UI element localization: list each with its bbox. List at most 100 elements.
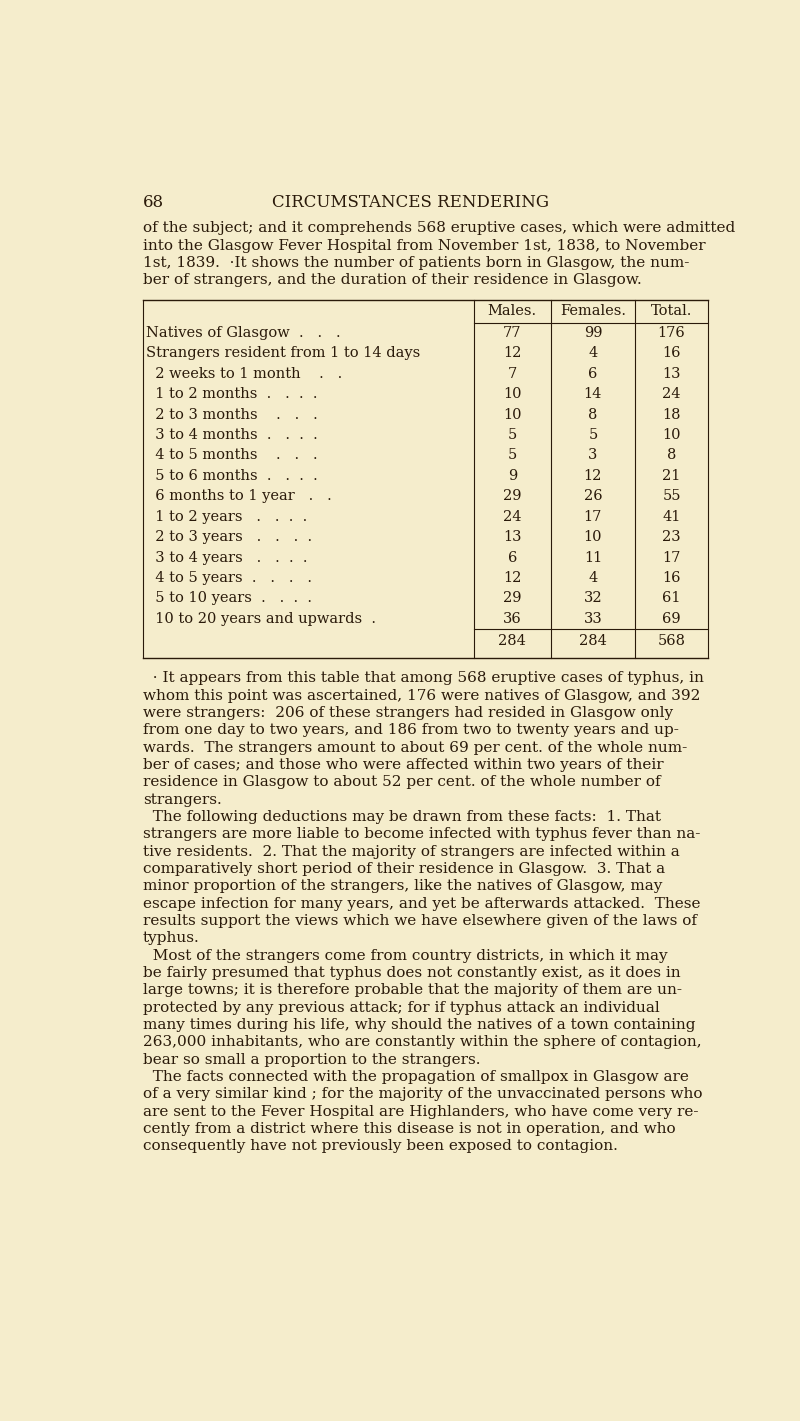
Text: 29: 29 <box>503 489 522 503</box>
Text: 6 months to 1 year   .   .: 6 months to 1 year . . <box>146 489 332 503</box>
Text: large towns; it is therefore probable that the majority of them are un-: large towns; it is therefore probable th… <box>142 983 682 998</box>
Text: Males.: Males. <box>488 304 537 318</box>
Text: 6: 6 <box>508 550 517 564</box>
Text: 176: 176 <box>658 325 686 340</box>
Text: consequently have not previously been exposed to contagion.: consequently have not previously been ex… <box>142 1140 618 1154</box>
Text: 12: 12 <box>584 469 602 483</box>
Text: Strangers resident from 1 to 14 days: Strangers resident from 1 to 14 days <box>146 347 421 361</box>
Text: The following deductions may be drawn from these facts:  1. That: The following deductions may be drawn fr… <box>142 810 661 824</box>
Text: whom this point was ascertained, 176 were natives of Glasgow, and 392: whom this point was ascertained, 176 wer… <box>142 689 700 703</box>
Text: 17: 17 <box>584 510 602 524</box>
Text: 10: 10 <box>503 388 522 401</box>
Text: minor proportion of the strangers, like the natives of Glasgow, may: minor proportion of the strangers, like … <box>142 880 662 894</box>
Text: results support the views which we have elsewhere given of the laws of: results support the views which we have … <box>142 914 697 928</box>
Text: 36: 36 <box>503 611 522 625</box>
Text: typhus.: typhus. <box>142 931 199 945</box>
Text: cently from a district where this disease is not in operation, and who: cently from a district where this diseas… <box>142 1121 675 1135</box>
Text: bear so small a proportion to the strangers.: bear so small a proportion to the strang… <box>142 1053 480 1067</box>
Text: 5 to 10 years  .   .  .  .: 5 to 10 years . . . . <box>146 591 313 605</box>
Text: comparatively short period of their residence in Glasgow.  3. That a: comparatively short period of their resi… <box>142 863 665 875</box>
Text: The facts connected with the propagation of smallpox in Glasgow are: The facts connected with the propagation… <box>142 1070 689 1084</box>
Text: 12: 12 <box>503 347 522 361</box>
Text: 32: 32 <box>583 591 602 605</box>
Text: of the subject; and it comprehends 568 eruptive cases, which were admitted: of the subject; and it comprehends 568 e… <box>142 222 735 236</box>
Text: 284: 284 <box>498 634 526 648</box>
Text: 6: 6 <box>588 367 598 381</box>
Text: were strangers:  206 of these strangers had resided in Glasgow only: were strangers: 206 of these strangers h… <box>142 706 673 720</box>
Text: 8: 8 <box>667 449 676 462</box>
Text: 10: 10 <box>662 428 681 442</box>
Text: 4: 4 <box>588 347 598 361</box>
Text: 61: 61 <box>662 591 681 605</box>
Text: 568: 568 <box>658 634 686 648</box>
Text: 21: 21 <box>662 469 681 483</box>
Text: 29: 29 <box>503 591 522 605</box>
Text: 284: 284 <box>579 634 607 648</box>
Text: tive residents.  2. That the majority of strangers are infected within a: tive residents. 2. That the majority of … <box>142 844 679 858</box>
Text: 41: 41 <box>662 510 681 524</box>
Text: 55: 55 <box>662 489 681 503</box>
Text: residence in Glasgow to about 52 per cent. of the whole number of: residence in Glasgow to about 52 per cen… <box>142 776 660 789</box>
Text: 11: 11 <box>584 550 602 564</box>
Text: 8: 8 <box>588 408 598 422</box>
Text: Natives of Glasgow  .   .   .: Natives of Glasgow . . . <box>146 325 341 340</box>
Text: are sent to the Fever Hospital are Highlanders, who have come very re-: are sent to the Fever Hospital are Highl… <box>142 1104 698 1118</box>
Text: Females.: Females. <box>560 304 626 318</box>
Text: 10: 10 <box>584 530 602 544</box>
Text: 1 to 2 months  .   .  .  .: 1 to 2 months . . . . <box>146 388 318 401</box>
Text: 1st, 1839.  ·It shows the number of patients born in Glasgow, the num-: 1st, 1839. ·It shows the number of patie… <box>142 256 689 270</box>
Text: 263,000 inhabitants, who are constantly within the sphere of contagion,: 263,000 inhabitants, who are constantly … <box>142 1036 702 1049</box>
Text: 5 to 6 months  .   .  .  .: 5 to 6 months . . . . <box>146 469 318 483</box>
Text: 1 to 2 years   .   .  .  .: 1 to 2 years . . . . <box>146 510 308 524</box>
Text: 77: 77 <box>503 325 522 340</box>
Text: 3 to 4 months  .   .  .  .: 3 to 4 months . . . . <box>146 428 318 442</box>
Text: 3: 3 <box>588 449 598 462</box>
Text: 69: 69 <box>662 611 681 625</box>
Text: 10 to 20 years and upwards  .: 10 to 20 years and upwards . <box>146 611 377 625</box>
Text: 13: 13 <box>662 367 681 381</box>
Text: 24: 24 <box>662 388 681 401</box>
Text: 7: 7 <box>508 367 517 381</box>
Text: many times during his life, why should the natives of a town containing: many times during his life, why should t… <box>142 1017 695 1032</box>
Text: strangers.: strangers. <box>142 793 222 807</box>
Text: 10: 10 <box>503 408 522 422</box>
Text: ber of strangers, and the duration of their residence in Glasgow.: ber of strangers, and the duration of th… <box>142 273 642 287</box>
Text: 33: 33 <box>583 611 602 625</box>
Text: escape infection for many years, and yet be afterwards attacked.  These: escape infection for many years, and yet… <box>142 897 700 911</box>
Text: 17: 17 <box>662 550 681 564</box>
Text: 5: 5 <box>508 449 517 462</box>
Text: Total.: Total. <box>651 304 692 318</box>
Text: ber of cases; and those who were affected within two years of their: ber of cases; and those who were affecte… <box>142 757 663 772</box>
Text: 9: 9 <box>508 469 517 483</box>
Text: 4 to 5 months    .   .   .: 4 to 5 months . . . <box>146 449 318 462</box>
Text: 5: 5 <box>588 428 598 442</box>
Text: 12: 12 <box>503 571 522 585</box>
Text: 16: 16 <box>662 571 681 585</box>
Text: 3 to 4 years   .   .  .  .: 3 to 4 years . . . . <box>146 550 308 564</box>
Text: strangers are more liable to become infected with typhus fever than na-: strangers are more liable to become infe… <box>142 827 700 841</box>
Text: 2 weeks to 1 month    .   .: 2 weeks to 1 month . . <box>146 367 342 381</box>
Text: 4 to 5 years  .   .   .   .: 4 to 5 years . . . . <box>146 571 313 585</box>
Text: 13: 13 <box>503 530 522 544</box>
Text: · It appears from this table that among 568 eruptive cases of typhus, in: · It appears from this table that among … <box>142 671 703 685</box>
Text: 18: 18 <box>662 408 681 422</box>
Text: 99: 99 <box>584 325 602 340</box>
Text: 4: 4 <box>588 571 598 585</box>
Text: 14: 14 <box>584 388 602 401</box>
Text: 5: 5 <box>508 428 517 442</box>
Text: 24: 24 <box>503 510 522 524</box>
Text: into the Glasgow Fever Hospital from November 1st, 1838, to November: into the Glasgow Fever Hospital from Nov… <box>142 239 706 253</box>
Text: from one day to two years, and 186 from two to twenty years and up-: from one day to two years, and 186 from … <box>142 723 678 737</box>
Text: protected by any previous attack; for if typhus attack an individual: protected by any previous attack; for if… <box>142 1000 659 1015</box>
Text: CIRCUMSTANCES RENDERING: CIRCUMSTANCES RENDERING <box>271 195 549 212</box>
Text: 26: 26 <box>583 489 602 503</box>
Text: 23: 23 <box>662 530 681 544</box>
Text: 68: 68 <box>142 195 164 212</box>
Text: 16: 16 <box>662 347 681 361</box>
Text: of a very similar kind ; for the majority of the unvaccinated persons who: of a very similar kind ; for the majorit… <box>142 1087 702 1101</box>
Text: Most of the strangers come from country districts, in which it may: Most of the strangers come from country … <box>142 949 667 962</box>
Text: 2 to 3 months    .   .   .: 2 to 3 months . . . <box>146 408 318 422</box>
Text: wards.  The strangers amount to about 69 per cent. of the whole num-: wards. The strangers amount to about 69 … <box>142 740 687 755</box>
Text: be fairly presumed that typhus does not constantly exist, as it does in: be fairly presumed that typhus does not … <box>142 966 680 980</box>
Text: 2 to 3 years   .   .   .  .: 2 to 3 years . . . . <box>146 530 313 544</box>
